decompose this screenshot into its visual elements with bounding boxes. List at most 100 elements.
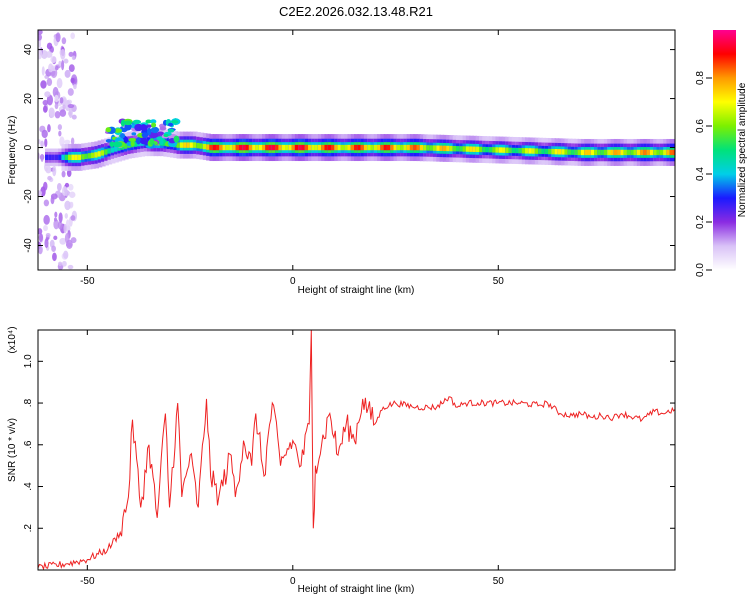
- spectrogram-cell: [334, 144, 340, 151]
- spectrogram-cell: [100, 150, 106, 156]
- spectrogram-cell: [521, 148, 527, 154]
- spectrogram-cell: [54, 111, 61, 119]
- spectrogram-cell: [97, 151, 103, 157]
- spectrogram-cell: [248, 144, 254, 151]
- colorbar-scale: [713, 30, 736, 270]
- spectrogram-cell: [202, 143, 208, 150]
- spectrogram-cell: [511, 147, 517, 154]
- spectrogram-cell: [66, 169, 72, 178]
- spectrogram-cell: [469, 146, 474, 152]
- spectrogram-cell: [396, 144, 402, 151]
- spectrogram-cell: [564, 149, 570, 155]
- spectrogram-cell: [53, 217, 57, 222]
- spectrogram-cell: [446, 145, 451, 152]
- spectrogram-cell: [54, 154, 60, 161]
- spectrogram-cell: [587, 149, 593, 156]
- spectrogram-cell: [225, 144, 231, 151]
- spectrogram-cell: [406, 144, 412, 151]
- colorbar-label: Normalized spectral amplitude: [737, 82, 748, 217]
- spectrogram-cell: [64, 139, 71, 144]
- spectrogram-cell: [288, 144, 293, 151]
- spectrogram-cell: [436, 145, 441, 151]
- spectrogram-cell: [492, 147, 497, 153]
- spectrogram-cell: [53, 235, 58, 241]
- spectrogram-cell: [508, 147, 514, 154]
- spectrogram-cell: [167, 128, 175, 133]
- spectrogram-cell: [47, 175, 52, 181]
- spectrogram-cell: [528, 148, 534, 154]
- spectrogram-cell: [38, 245, 43, 255]
- spectrogram-cell: [44, 238, 49, 249]
- spectrogram-cell: [594, 149, 599, 156]
- spectrogram-cell: [626, 149, 632, 156]
- colorbar-tick-label: 0.8: [695, 71, 706, 85]
- spectrogram-cell: [219, 144, 224, 151]
- spectrogram-cell: [94, 152, 100, 158]
- spectrogram-cell: [38, 228, 43, 235]
- spectrogram-cell: [120, 119, 126, 127]
- spectrogram-cell: [192, 142, 198, 148]
- spectrogram-cell: [59, 237, 67, 245]
- spectrogram-cell: [163, 133, 169, 138]
- spectrogram-cell: [370, 144, 376, 151]
- spectrogram-cell: [58, 130, 62, 137]
- spectrogram-cell: [271, 144, 277, 151]
- spectrogram-cell: [600, 149, 606, 156]
- spectrogram-cell: [57, 261, 63, 267]
- spectrogram-cell: [659, 149, 665, 156]
- spectrogram-cell: [46, 94, 54, 106]
- spectrogram-cell: [235, 144, 241, 151]
- spectrogram-cell: [109, 141, 115, 148]
- spectrogram-cell: [574, 149, 580, 155]
- spectrogram-cell: [55, 32, 61, 43]
- spectrogram-cell: [255, 144, 261, 151]
- spectrogram-cell: [145, 119, 152, 124]
- x-tick-label: 0: [290, 576, 296, 587]
- spectrogram-cell: [449, 145, 455, 152]
- spectrogram-cell: [544, 148, 550, 155]
- spectrogram-cell: [68, 154, 73, 161]
- spectrogram-cell: [40, 153, 44, 162]
- colorbar-tick-label: 0.6: [695, 119, 706, 133]
- spectrogram-cell: [571, 149, 576, 155]
- spectrogram-cell: [38, 30, 43, 35]
- spectrogram-frame: [37, 29, 676, 271]
- spectrogram-x-ticks: -50 0 50: [80, 30, 504, 287]
- spectrogram-cell: [360, 144, 366, 151]
- snr-panel: -50 0 50 .2 .4 .6 .8 1.0 Height of straight li…: [7, 326, 676, 595]
- spectrogram-cell: [173, 135, 180, 143]
- spectrogram-cell: [159, 138, 164, 146]
- spectrogram-cell: [167, 122, 174, 127]
- spectrogram-cell: [196, 142, 201, 149]
- spectrogram-cell: [110, 147, 116, 153]
- x-tick-label: 50: [493, 576, 505, 587]
- spectrogram-cell: [472, 146, 478, 152]
- spectrogram-cell: [68, 64, 75, 72]
- spectrogram-cell: [56, 182, 62, 192]
- spectrogram-cell: [285, 144, 290, 151]
- spectrogram-x-axis-label: Height of straight line (km): [298, 285, 415, 296]
- snr-y-ticks: .2 .4 .6 .8 1.0: [23, 354, 675, 532]
- spectrogram-cell: [229, 144, 234, 151]
- spectrogram-cell: [159, 126, 167, 131]
- spectrogram-cell: [245, 144, 251, 151]
- spectrogram-cell: [265, 144, 270, 151]
- spectrogram-cell: [189, 142, 195, 148]
- spectrogram-cell: [58, 154, 63, 161]
- spectrogram-cell: [54, 103, 59, 110]
- spectrogram-cell: [171, 120, 179, 124]
- spectrogram-cell: [548, 148, 553, 155]
- spectrogram-cell: [59, 97, 64, 104]
- spectrogram-cell: [294, 144, 300, 151]
- spectrogram-cell: [87, 153, 93, 159]
- spectrogram-cell: [62, 104, 66, 110]
- spectrogram-cell: [554, 149, 560, 155]
- spectrogram-cell: [452, 145, 458, 152]
- spectrogram-cell: [488, 147, 494, 153]
- spectrogram-cell: [50, 196, 55, 205]
- y-tick-label: 40: [23, 44, 34, 56]
- spectrogram-cell: [71, 55, 76, 61]
- y-tick-label: -40: [23, 238, 34, 253]
- spectrogram-cell: [38, 190, 43, 196]
